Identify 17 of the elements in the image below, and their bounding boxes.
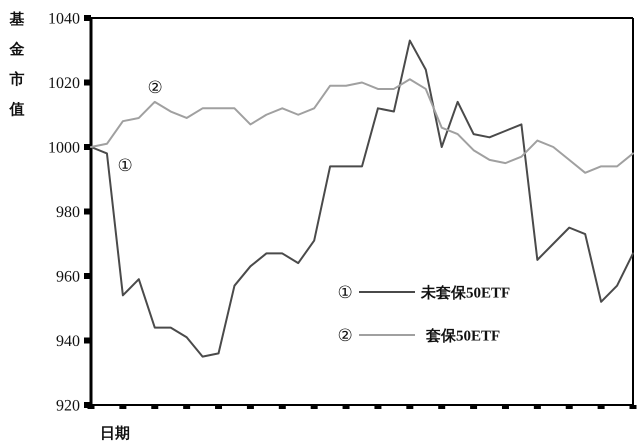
text: ① bbox=[338, 283, 352, 302]
text: ② bbox=[338, 326, 352, 345]
y-tick-label: 920 bbox=[56, 398, 80, 414]
y-axis-title: 基金市值 bbox=[8, 11, 24, 118]
line-series bbox=[90, 40, 634, 358]
y-tick-label: 1040 bbox=[48, 10, 80, 28]
legend-label: 套保50ETF bbox=[425, 328, 500, 344]
y-tick-label: 1000 bbox=[48, 140, 80, 156]
y-tick-label: 940 bbox=[56, 333, 80, 350]
legend-label: 未套保50ETF bbox=[420, 284, 510, 302]
annotation: ② bbox=[148, 78, 162, 97]
x-axis-title: 日期 bbox=[100, 425, 130, 442]
line-series bbox=[90, 78, 634, 174]
y-tick-label: 960 bbox=[56, 268, 80, 286]
y-tick-label: 980 bbox=[56, 204, 80, 221]
y-tick-label: 1020 bbox=[48, 75, 80, 92]
annotation: ① bbox=[118, 156, 132, 175]
